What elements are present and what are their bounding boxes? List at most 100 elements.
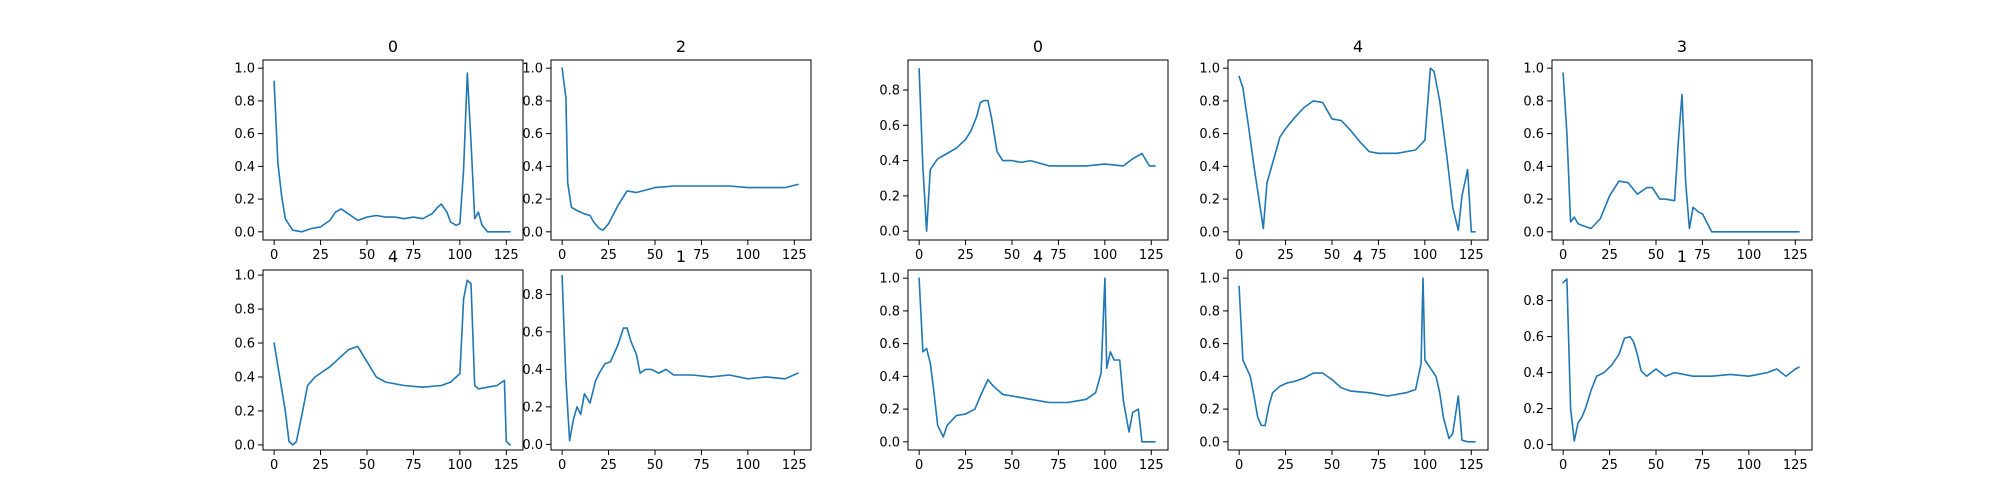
y-tick-label: 0.2 bbox=[522, 400, 543, 415]
y-tick-label: 0.2 bbox=[234, 404, 255, 419]
x-tick-label: 125 bbox=[1783, 248, 1808, 263]
y-tick-label: 0.6 bbox=[1523, 330, 1544, 345]
y-tick-label: 0.2 bbox=[234, 193, 255, 208]
y-tick-label: 0.8 bbox=[1523, 94, 1544, 109]
x-tick-label: 125 bbox=[494, 248, 519, 263]
subplot-2: 0 25 50 75 100 125 0.0 0.2 0.4 0.6 0.8 1.0 2 bbox=[522, 37, 812, 263]
axes-frame bbox=[1227, 59, 1489, 241]
subplot-6: 0 25 50 75 100 125 0.0 0.2 0.4 0.6 0.8 1.0 4 bbox=[234, 247, 524, 473]
axes-frame bbox=[262, 59, 524, 241]
y-tick-label: 0.6 bbox=[1523, 127, 1544, 142]
y-tick-label: 0.2 bbox=[879, 403, 900, 418]
series-line bbox=[273, 279, 511, 446]
series-line bbox=[561, 274, 799, 442]
x-tick-label: 50 bbox=[1324, 248, 1341, 263]
subplot-9: 0 25 50 75 100 125 0.0 0.2 0.4 0.6 0.8 1.0 4 bbox=[1199, 247, 1489, 473]
y-tick-label: 0.6 bbox=[1199, 127, 1220, 142]
y-tick-label: 0.2 bbox=[1523, 402, 1544, 417]
series-line bbox=[561, 67, 799, 231]
axes-frame bbox=[1551, 59, 1813, 241]
x-tick-label: 125 bbox=[1139, 248, 1164, 263]
series-line bbox=[918, 277, 1156, 443]
x-tick-label: 50 bbox=[647, 248, 664, 263]
y-tick-label: 0.8 bbox=[1199, 94, 1220, 109]
y-tick-label: 0.8 bbox=[879, 304, 900, 319]
subplot-title: 2 bbox=[676, 37, 686, 56]
subplot-3: 0 25 50 75 100 125 0.0 0.2 0.4 0.6 0.8 0 bbox=[879, 37, 1169, 263]
y-tick-label: 1.0 bbox=[234, 62, 255, 77]
y-tick-label: 1.0 bbox=[1523, 62, 1544, 77]
y-tick-label: 0.4 bbox=[234, 160, 255, 175]
x-tick-label: 0 bbox=[558, 458, 566, 473]
y-tick-label: 0.8 bbox=[879, 84, 900, 99]
y-tick-label: 0.0 bbox=[879, 225, 900, 240]
axes-frame bbox=[907, 269, 1169, 451]
y-tick-label: 1.0 bbox=[1199, 62, 1220, 77]
x-tick-label: 0 bbox=[558, 248, 566, 263]
x-tick-label: 125 bbox=[1459, 248, 1484, 263]
x-tick-label: 50 bbox=[1648, 248, 1665, 263]
y-tick-label: 0.2 bbox=[522, 193, 543, 208]
y-tick-label: 0.4 bbox=[234, 370, 255, 385]
y-tick-label: 0.0 bbox=[234, 438, 255, 453]
x-tick-label: 50 bbox=[1324, 458, 1341, 473]
y-tick-label: 0.8 bbox=[522, 288, 543, 303]
y-tick-label: 0.6 bbox=[522, 325, 543, 340]
series-line bbox=[1238, 277, 1476, 443]
subplot-4: 0 25 50 75 100 125 0.0 0.2 0.4 0.6 0.8 1.0 4 bbox=[1199, 37, 1489, 263]
x-tick-label: 50 bbox=[647, 458, 664, 473]
y-tick-label: 0.4 bbox=[879, 154, 900, 169]
axes-frame bbox=[550, 269, 812, 451]
x-tick-label: 0 bbox=[1559, 248, 1567, 263]
y-tick-label: 0.4 bbox=[522, 363, 543, 378]
axes-frame bbox=[1227, 269, 1489, 451]
subplot-title: 4 bbox=[388, 247, 398, 266]
x-tick-label: 75 bbox=[405, 248, 422, 263]
y-tick-label: 0.4 bbox=[879, 370, 900, 385]
x-tick-label: 25 bbox=[600, 248, 617, 263]
y-tick-label: 0.0 bbox=[234, 225, 255, 240]
x-tick-label: 0 bbox=[1235, 248, 1243, 263]
subplot-8: 0 25 50 75 100 125 0.0 0.2 0.4 0.6 0.8 1.0 4 bbox=[879, 247, 1169, 473]
x-tick-label: 100 bbox=[1736, 458, 1761, 473]
x-tick-label: 50 bbox=[1004, 248, 1021, 263]
series-line bbox=[273, 72, 511, 233]
x-tick-label: 0 bbox=[270, 458, 278, 473]
x-tick-label: 75 bbox=[1050, 458, 1067, 473]
subplot-7: 0 25 50 75 100 125 0.0 0.2 0.4 0.6 0.8 1 bbox=[522, 247, 812, 473]
y-tick-label: 0.2 bbox=[1199, 403, 1220, 418]
x-tick-label: 100 bbox=[735, 458, 760, 473]
axes-frame bbox=[907, 59, 1169, 241]
x-tick-label: 25 bbox=[1601, 248, 1618, 263]
y-tick-label: 0.4 bbox=[1523, 366, 1544, 381]
y-tick-label: 0.4 bbox=[1199, 370, 1220, 385]
axes-frame bbox=[1551, 269, 1813, 451]
axes-frame bbox=[550, 59, 812, 241]
series-line bbox=[918, 68, 1156, 232]
y-tick-label: 0.2 bbox=[1523, 193, 1544, 208]
x-tick-label: 100 bbox=[1092, 458, 1117, 473]
y-tick-label: 0.2 bbox=[879, 189, 900, 204]
y-tick-label: 1.0 bbox=[234, 269, 255, 284]
y-tick-label: 0.0 bbox=[522, 225, 543, 240]
y-tick-label: 0.8 bbox=[234, 94, 255, 109]
axes-frame bbox=[262, 269, 524, 451]
subplot-title: 4 bbox=[1353, 247, 1363, 266]
y-tick-label: 0.0 bbox=[522, 438, 543, 453]
x-tick-label: 100 bbox=[1092, 248, 1117, 263]
x-tick-label: 75 bbox=[405, 458, 422, 473]
y-tick-label: 0.6 bbox=[234, 127, 255, 142]
x-tick-label: 50 bbox=[1648, 458, 1665, 473]
x-tick-label: 25 bbox=[957, 458, 974, 473]
x-tick-label: 25 bbox=[312, 248, 329, 263]
x-tick-label: 50 bbox=[359, 458, 376, 473]
y-tick-label: 0.8 bbox=[1523, 294, 1544, 309]
x-tick-label: 50 bbox=[1004, 458, 1021, 473]
x-tick-label: 0 bbox=[1235, 458, 1243, 473]
x-tick-label: 25 bbox=[1601, 458, 1618, 473]
x-tick-label: 125 bbox=[782, 248, 807, 263]
y-tick-label: 1.0 bbox=[879, 272, 900, 287]
y-tick-label: 0.4 bbox=[522, 160, 543, 175]
x-tick-label: 25 bbox=[600, 458, 617, 473]
